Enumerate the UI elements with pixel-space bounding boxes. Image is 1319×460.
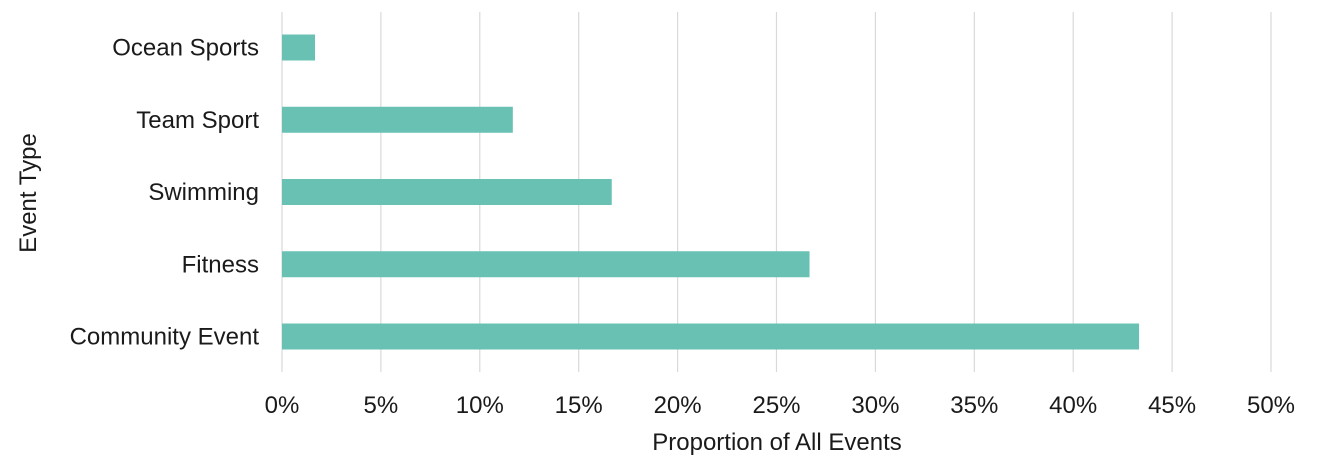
y-tick-label: Swimming [148, 179, 259, 206]
y-axis-title: Event Type [15, 133, 42, 253]
x-axis-title: Proportion of All Events [652, 429, 901, 455]
x-tick-label: 15% [555, 392, 603, 419]
bar-ocean-sports [282, 34, 316, 61]
y-tick-label: Community Event [70, 324, 260, 351]
x-tick-label: 5% [364, 392, 399, 419]
x-tick-label: 0% [265, 392, 300, 419]
x-tick-label: 50% [1247, 392, 1295, 419]
bar-community-event [282, 323, 1140, 350]
bar-team-sport [282, 106, 513, 133]
bar-fitness [282, 251, 810, 278]
x-tick-label: 25% [752, 392, 800, 419]
y-tick-label: Team Sport [136, 107, 259, 134]
gridlines [281, 12, 1272, 372]
x-tick-label: 10% [456, 392, 504, 419]
y-tick-label: Ocean Sports [112, 35, 259, 62]
x-tick-label: 35% [950, 392, 998, 419]
x-tick-labels: 0% 5% 10% 15% 20% 25% 30% 35% 40% 45% 50% [265, 392, 1295, 419]
y-tick-label: Fitness [182, 251, 259, 278]
x-tick-label: 30% [851, 392, 899, 419]
x-tick-label: 45% [1148, 392, 1196, 419]
y-tick-labels: Ocean Sports Team Sport Swimming Fitness Com… [70, 35, 260, 351]
x-tick-label: 40% [1049, 392, 1097, 419]
bars [282, 34, 1140, 350]
x-tick-label: 20% [654, 392, 702, 419]
bar-swimming [282, 179, 612, 205]
